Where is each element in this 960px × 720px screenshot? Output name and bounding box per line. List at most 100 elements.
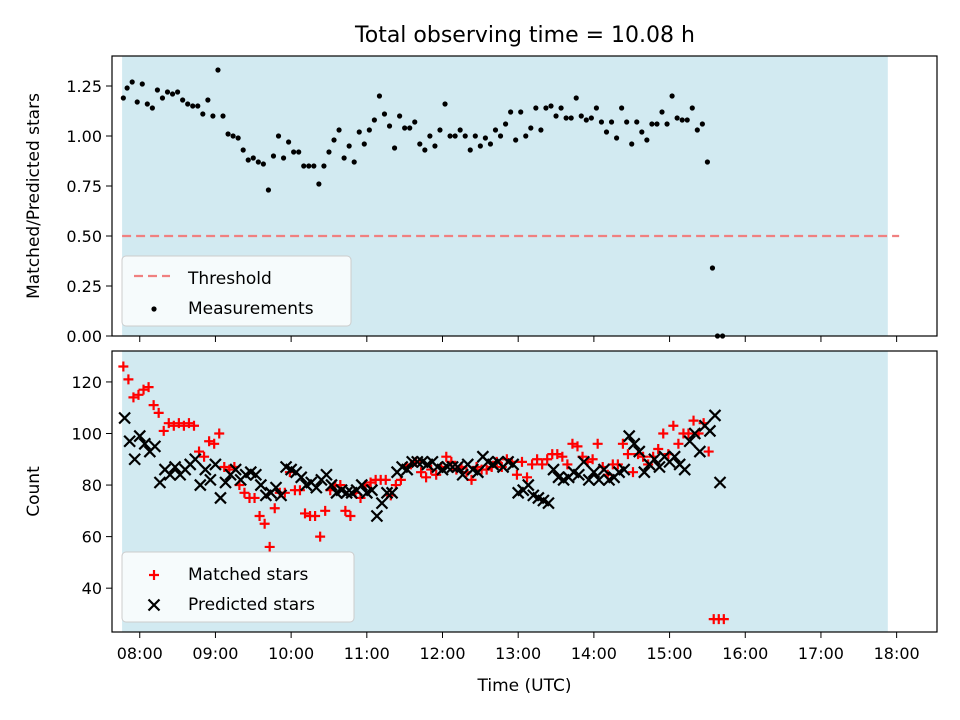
measurement-point — [543, 105, 549, 111]
measurement-point — [679, 117, 685, 123]
measurement-point — [644, 137, 650, 143]
measurement-point — [311, 163, 317, 169]
x-tick-label: 14:00 — [571, 644, 617, 663]
measurement-point — [639, 129, 645, 135]
measurement-point — [649, 121, 655, 127]
matched-star-point — [481, 464, 492, 475]
x-tick-label: 08:00 — [117, 644, 163, 663]
matched-star-point — [188, 420, 199, 431]
matched-star-point — [173, 418, 184, 429]
measurement-point — [634, 119, 640, 125]
matched-star-point — [511, 469, 522, 480]
predicted-star-point — [410, 455, 424, 469]
measurement-point — [270, 153, 277, 159]
measurement-point — [230, 133, 236, 139]
measurement-point — [659, 109, 665, 115]
measurement-point — [437, 127, 443, 133]
matched-star-point — [441, 451, 452, 462]
matched-star-point — [118, 361, 129, 372]
measurement-point — [669, 93, 675, 99]
measurement-point — [397, 113, 403, 119]
matched-star-point — [315, 531, 326, 542]
measurement-point — [422, 147, 428, 153]
predicted-star-point — [365, 483, 379, 497]
predicted-star-point — [269, 481, 283, 494]
matched-star-point — [123, 374, 134, 385]
matched-star-point — [310, 510, 321, 521]
predicted-star-point — [325, 478, 338, 492]
matched-star-point — [431, 469, 442, 480]
measurement-point — [120, 95, 126, 101]
measurement-point — [538, 127, 544, 133]
measurement-point — [215, 67, 221, 73]
predicted-star-point — [668, 450, 681, 463]
measurement-point — [603, 129, 610, 135]
predicted-star-point — [385, 486, 399, 500]
x-tick-label: 13:00 — [495, 644, 541, 663]
matched-star-point — [264, 541, 275, 552]
measurement-point — [326, 149, 332, 155]
matched-star-point — [320, 505, 331, 516]
matched-star-point — [340, 505, 351, 516]
predicted-star-point — [355, 478, 369, 492]
measurement-point — [124, 85, 130, 91]
measurement-point — [624, 119, 630, 125]
measurement-point — [598, 119, 605, 125]
predicted-star-point — [713, 476, 727, 489]
measurement-point — [286, 139, 292, 145]
top-panel: 0.00 0.25 0.50 0.75 1.00 1.25 Matched/Predicte… — [24, 55, 938, 346]
predicted-star-point — [254, 478, 268, 492]
measurement-point — [558, 105, 564, 111]
matched-star-point — [204, 436, 215, 447]
matched-star-point — [143, 382, 154, 393]
matched-star-point — [365, 477, 376, 488]
matched-star-point — [557, 451, 568, 462]
measurement-point — [220, 113, 226, 119]
predicted-star-point — [653, 460, 666, 474]
predicted-star-point — [204, 473, 217, 487]
predicted-star-point — [274, 489, 288, 502]
predicted-star-point — [133, 429, 147, 443]
measurement-point — [185, 101, 191, 107]
measurement-point — [210, 113, 216, 119]
legend-label: Measurements — [188, 299, 314, 319]
measurement-point — [442, 101, 448, 107]
measurement-point — [346, 143, 352, 149]
matched-star-point — [688, 415, 699, 426]
predicted-star-point — [168, 460, 182, 474]
matched-star-point — [683, 428, 694, 439]
x-tick-label: 09:00 — [192, 644, 238, 663]
measurement-point — [699, 121, 705, 127]
measurement-point — [331, 137, 337, 143]
matched-star-point — [653, 443, 664, 454]
measurement-point — [225, 131, 231, 137]
measurement-point — [129, 79, 135, 85]
measurement-point — [280, 155, 287, 161]
measurement-point — [169, 91, 176, 97]
x-tick-label: 12:00 — [419, 644, 465, 663]
predicted-star-point — [708, 409, 722, 422]
y-tick-label: 1.00 — [66, 127, 102, 146]
matched-star-point — [416, 467, 427, 478]
predicted-star-point — [627, 437, 641, 451]
predicted-star-point — [128, 452, 141, 466]
predicted-star-point — [577, 455, 591, 469]
measurement-point — [674, 115, 680, 121]
legend-label: Matched stars — [188, 565, 308, 585]
predicted-star-point — [153, 476, 167, 489]
matched-star-point — [148, 400, 159, 411]
measurement-point — [366, 127, 372, 133]
measurement-point — [250, 155, 256, 161]
measurement-point — [356, 129, 362, 135]
predicted-star-point — [572, 468, 586, 482]
predicted-star-point — [370, 509, 384, 523]
matched-star-point — [522, 472, 533, 483]
predicted-star-point — [441, 460, 454, 474]
measurement-point — [240, 147, 246, 153]
matched-star-point — [587, 454, 598, 465]
measurement-point — [402, 125, 408, 131]
matched-star-point — [259, 518, 270, 529]
measurement-point — [195, 103, 201, 109]
predicted-star-point — [693, 445, 707, 458]
